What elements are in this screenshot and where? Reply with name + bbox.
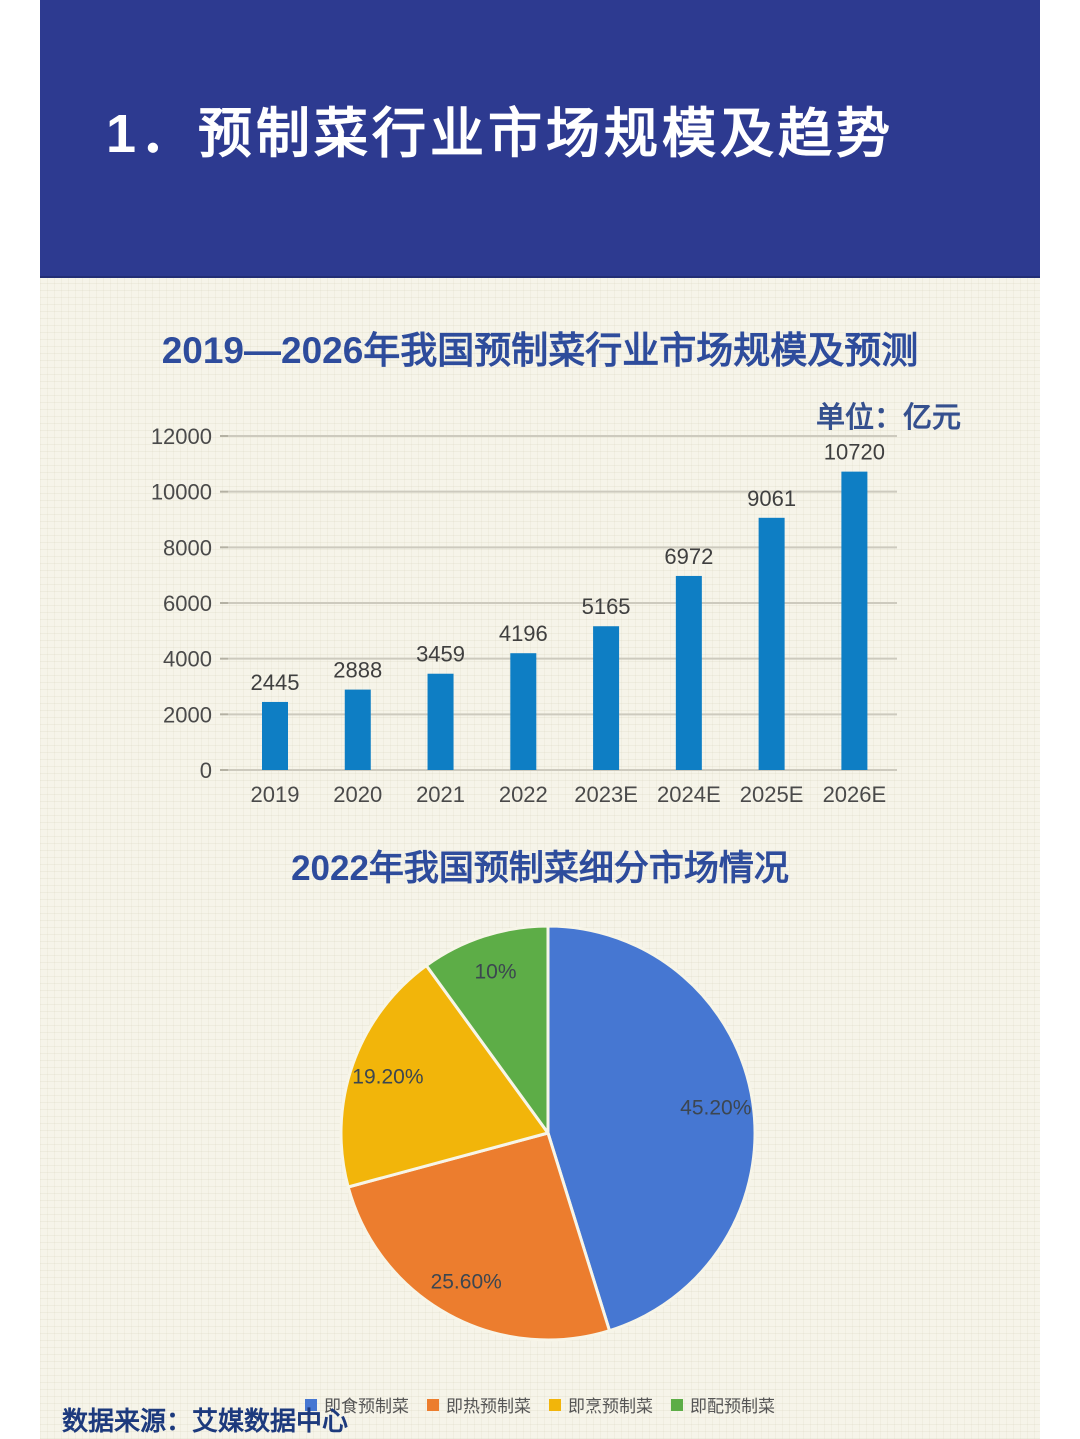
y-axis-label: 2000 [163,702,212,727]
bar-2026E [841,471,868,770]
data-source: 数据来源：艾媒数据中心 [62,1406,349,1436]
x-axis-label: 2024E [657,782,721,807]
bar-chart-title: 2019—2026年我国预制菜行业市场规模及预测 [161,330,919,371]
section-header: 1．预制菜行业市场规模及趋势 [40,0,1040,278]
bar-value-label: 5165 [582,594,631,619]
x-axis-label: 2026E [823,782,887,807]
legend-label: 即热预制菜 [446,1397,531,1416]
pie-percentage-label: 45.20% [680,1097,751,1120]
y-axis-label: 8000 [163,535,212,560]
y-axis-label: 0 [200,758,212,783]
x-axis-label: 2022 [499,782,548,807]
bar-2020 [344,689,371,770]
legend-label: 即烹预制菜 [568,1397,653,1416]
x-axis-label: 2021 [416,782,465,807]
pie-percentage-label: 10% [474,961,516,984]
pie-slice-即热预制菜 [346,1131,611,1342]
pie-legend: 即食预制菜 即热预制菜 即烹预制菜 即配预制菜 [40,1392,1040,1417]
pie-percentage-label: 19.20% [352,1066,423,1089]
x-axis-label: 2019 [251,782,300,807]
y-axis-label: 6000 [163,591,212,616]
bar-value-label: 2888 [333,658,382,683]
bar-2019 [262,701,288,770]
legend-swatch [427,1398,439,1411]
legend-item-即配预制菜: 即配预制菜 [671,1392,775,1417]
legend-item-即食预制菜: 即食预制菜 [305,1392,409,1417]
pie-slice-即烹预制菜 [339,964,550,1189]
x-axis-label: 2020 [333,782,382,807]
legend-swatch [549,1398,561,1411]
y-axis-label: 4000 [163,647,212,672]
bar-value-label: 3459 [416,642,465,667]
pie-slice-即配预制菜 [424,924,550,1135]
pie-chart: 45.20% 25.60% 19.20% 10% [339,924,757,1342]
section-title: 1．预制菜行业市场规模及趋势 [106,104,895,164]
legend-label: 即配预制菜 [690,1397,775,1416]
bar-value-label: 6972 [664,544,713,569]
bar-chart-unit-label: 单位：亿元 [815,402,961,434]
bar-2024E [675,575,702,770]
pie-percentage-label: 25.60% [431,1271,502,1294]
bar-2025E [758,517,785,770]
legend-swatch [305,1398,317,1411]
y-axis-label: 10000 [151,480,212,505]
bar-2021 [427,673,454,770]
legend-item-即烹预制菜: 即烹预制菜 [549,1392,653,1417]
bar-2023E [593,626,620,770]
legend-item-即热预制菜: 即热预制菜 [427,1392,531,1417]
legend-label: 即食预制菜 [324,1397,409,1416]
bar-chart: 0 2000 4000 6000 8000 10000 12000 2445 2019 2888 2… [151,425,897,807]
bar-2022 [510,653,537,770]
y-axis-label: 12000 [151,425,212,449]
x-axis-label: 2025E [740,782,804,807]
bar-value-label: 9061 [747,486,796,511]
x-axis-label: 2023E [574,782,638,807]
bar-value-label: 10720 [824,440,885,465]
legend-swatch [671,1398,683,1411]
pie-slice-即食预制菜 [546,924,757,1333]
bar-value-label: 4196 [499,621,548,646]
bar-value-label: 2445 [251,670,300,695]
pie-chart-title: 2022年我国预制菜细分市场情况 [291,849,789,888]
